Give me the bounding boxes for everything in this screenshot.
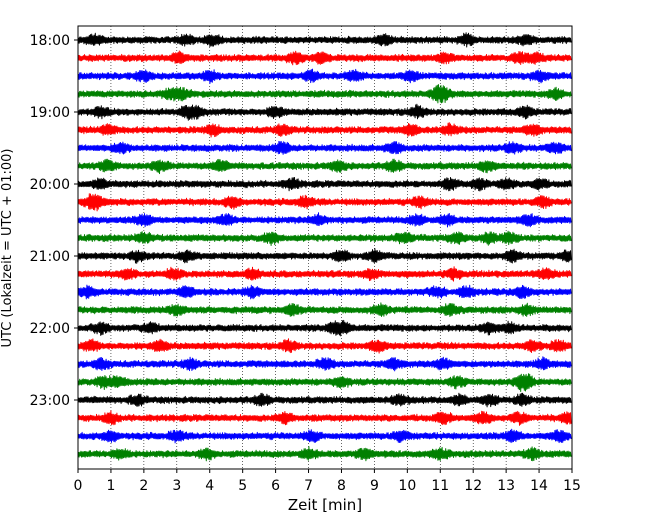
trace-line xyxy=(78,302,572,317)
x-tick-label: 1 xyxy=(106,478,115,494)
y-tick-label: 22:00 xyxy=(30,321,70,337)
x-tick-label: 6 xyxy=(271,478,280,494)
x-tick-label: 4 xyxy=(205,478,214,494)
trace-line xyxy=(78,68,572,84)
trace-line xyxy=(78,158,572,175)
trace-line xyxy=(78,266,572,282)
trace-line xyxy=(78,122,572,138)
y-tick-label: 21:00 xyxy=(30,249,70,265)
trace-line xyxy=(78,373,572,392)
x-tick-label: 15 xyxy=(563,478,581,494)
x-tick-label: 13 xyxy=(497,478,515,494)
trace-line xyxy=(78,50,572,66)
trace-line xyxy=(78,32,572,48)
trace-line xyxy=(78,410,572,426)
trace-line xyxy=(78,193,572,212)
x-axis: 0 1 2 3 4 5 6 7 8 9 10 11 12 13 14 15 xyxy=(74,469,581,494)
trace-line xyxy=(78,356,572,372)
plot-frame xyxy=(77,25,573,470)
y-tick-label: 20:00 xyxy=(30,177,70,193)
x-tick-label: 9 xyxy=(370,478,379,494)
grid-lines xyxy=(110,26,540,469)
trace-line xyxy=(78,140,572,155)
x-tick-label: 11 xyxy=(431,478,449,494)
trace-line xyxy=(78,338,572,354)
trace-line xyxy=(78,392,572,408)
trace-line xyxy=(78,230,572,246)
x-tick-label: 5 xyxy=(238,478,247,494)
y-axis: 18:00 19:00 20:00 21:00 22:00 23:00 xyxy=(30,33,78,409)
x-tick-label: 12 xyxy=(464,478,482,494)
trace-line xyxy=(78,319,572,337)
x-tick-label: 10 xyxy=(398,478,416,494)
x-tick-label: 14 xyxy=(530,478,548,494)
y-axis-label: UTC (Lokalzeit = UTC + 01:00) xyxy=(0,149,15,348)
trace-line xyxy=(78,84,572,104)
x-tick-label: 0 xyxy=(74,478,83,494)
trace-line xyxy=(78,284,572,300)
trace-line xyxy=(78,248,572,264)
trace-line xyxy=(78,177,572,192)
y-tick-label: 19:00 xyxy=(30,105,70,121)
y-tick-label: 23:00 xyxy=(30,393,70,409)
x-tick-label: 3 xyxy=(172,478,181,494)
seismic-traces xyxy=(78,32,572,462)
x-tick-label: 2 xyxy=(139,478,148,494)
y-tick-label: 18:00 xyxy=(30,33,70,49)
x-axis-label: Zeit [min] xyxy=(288,496,362,514)
trace-line xyxy=(78,446,572,462)
x-tick-label: 8 xyxy=(337,478,346,494)
trace-line xyxy=(78,428,572,444)
x-tick-label: 7 xyxy=(304,478,313,494)
trace-line xyxy=(78,212,572,228)
trace-line xyxy=(78,103,572,121)
